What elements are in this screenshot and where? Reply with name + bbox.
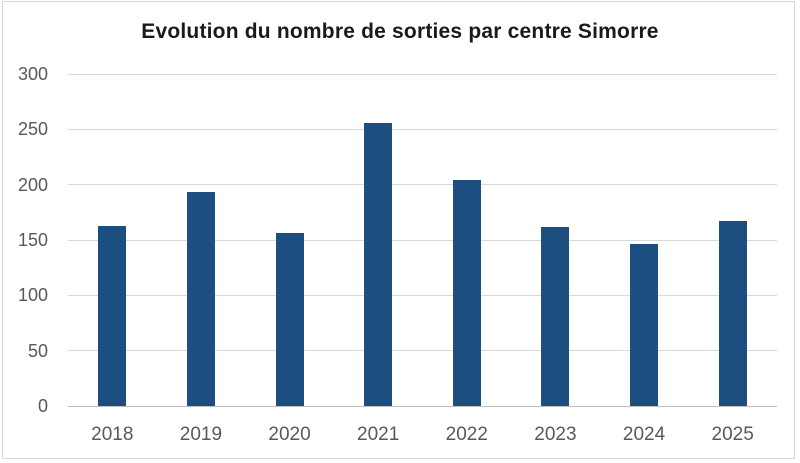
x-tick-label-2022: 2022 bbox=[445, 424, 488, 445]
x-tick-label-2025: 2025 bbox=[711, 424, 754, 445]
bar-2020 bbox=[275, 233, 304, 406]
y-tick-label-300: 300 bbox=[17, 64, 48, 84]
gridline-100 bbox=[68, 294, 777, 296]
x-tick-label-2018: 2018 bbox=[91, 424, 134, 445]
gridline-50 bbox=[68, 350, 777, 352]
x-tick-label-2020: 2020 bbox=[268, 424, 311, 445]
bar-2021 bbox=[364, 122, 393, 406]
x-tick-label-2024: 2024 bbox=[622, 424, 666, 445]
bar-2023 bbox=[541, 226, 570, 406]
gridline-200 bbox=[68, 184, 777, 186]
gridline-150 bbox=[68, 239, 777, 241]
x-tick-label-2023: 2023 bbox=[534, 424, 577, 445]
gridline-300 bbox=[68, 73, 777, 75]
y-tick-label-200: 200 bbox=[17, 174, 48, 195]
bar-2019 bbox=[186, 192, 215, 406]
chart-title: Evolution du nombre de sorties par centr… bbox=[141, 20, 659, 43]
bar-2022 bbox=[452, 180, 481, 406]
bar-2024 bbox=[630, 244, 659, 406]
bar-2018 bbox=[98, 225, 127, 406]
x-tick-label-2019: 2019 bbox=[179, 424, 223, 445]
x-axis-line bbox=[68, 405, 777, 407]
gridline-250 bbox=[68, 128, 777, 130]
y-tick-label-250: 250 bbox=[17, 119, 48, 140]
bar-2025 bbox=[718, 221, 747, 406]
y-tick-label-150: 150 bbox=[17, 230, 48, 250]
x-tick-label-2021: 2021 bbox=[357, 424, 400, 445]
y-tick-label-100: 100 bbox=[17, 285, 48, 306]
y-tick-label-50: 50 bbox=[27, 340, 48, 361]
y-tick-label-0: 0 bbox=[37, 396, 48, 416]
